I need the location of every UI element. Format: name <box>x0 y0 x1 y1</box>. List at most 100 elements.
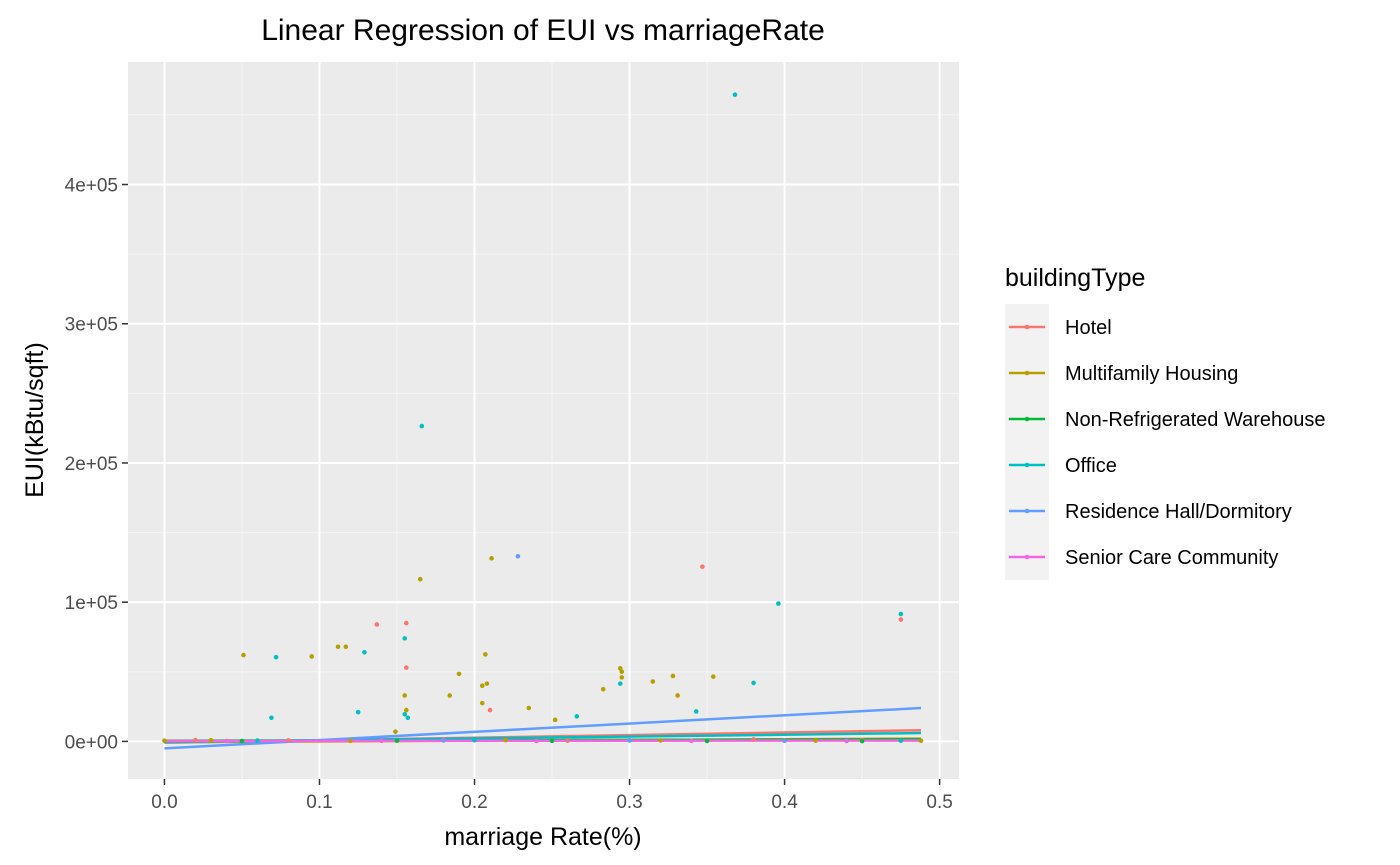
data-point <box>393 729 398 734</box>
data-point <box>162 738 167 744</box>
data-point <box>394 738 400 744</box>
data-point <box>374 622 380 627</box>
data-point <box>526 705 532 711</box>
data-point <box>619 675 625 680</box>
data-point <box>617 681 623 686</box>
data-point <box>600 686 606 692</box>
data-point <box>417 576 423 582</box>
legend: buildingType Hotel Multifamily Housing Non… <box>1005 264 1326 580</box>
y-axis-title: EUI(kBtu/sqft) <box>21 342 49 498</box>
data-point <box>239 738 245 744</box>
data-point <box>552 717 558 723</box>
x-tick-label: 0.0 <box>151 792 177 813</box>
data-point <box>487 707 493 713</box>
x-tick-label: 0.5 <box>926 792 952 813</box>
data-point <box>859 738 865 744</box>
y-tick-label: 4e+05 <box>65 176 118 197</box>
data-point <box>776 601 781 606</box>
data-point <box>362 650 367 655</box>
data-point <box>549 738 555 744</box>
data-point <box>704 738 710 744</box>
legend-item: Office <box>1009 455 1117 477</box>
data-point <box>627 737 632 743</box>
data-point <box>379 738 384 744</box>
legend-item: Non-Refrigerated Warehouse <box>1009 409 1326 431</box>
data-point <box>918 738 924 744</box>
data-point <box>619 669 625 675</box>
data-point <box>751 737 756 742</box>
legend-key-point <box>1024 416 1030 422</box>
data-point <box>675 693 680 698</box>
y-axis: 0e+00 1e+05 2e+05 3e+05 4e+05 <box>65 176 128 753</box>
data-point <box>617 666 623 671</box>
legend-key-point <box>1024 462 1030 468</box>
data-point <box>565 738 570 743</box>
data-point <box>650 679 656 684</box>
data-point <box>898 738 904 744</box>
legend-key-point <box>1024 324 1030 330</box>
data-point <box>693 709 699 714</box>
data-point <box>503 737 508 743</box>
data-point <box>402 711 408 717</box>
data-point <box>343 644 349 650</box>
data-point <box>403 620 409 626</box>
x-tick-label: 0.3 <box>616 792 642 813</box>
data-point <box>689 738 694 744</box>
data-point <box>456 671 462 677</box>
data-point <box>241 652 246 658</box>
data-point <box>403 707 409 713</box>
chart-title: Linear Regression of EUI vs marriageRate <box>261 14 825 47</box>
x-axis-title: marriage Rate(%) <box>444 823 641 851</box>
data-point <box>844 738 849 744</box>
data-point <box>732 92 738 98</box>
data-point <box>898 617 904 622</box>
x-tick-label: 0.4 <box>771 792 798 813</box>
x-tick-label: 0.1 <box>306 792 332 813</box>
legend-label: Office <box>1065 455 1117 477</box>
data-point <box>479 700 485 706</box>
data-point <box>402 636 408 641</box>
legend-title: buildingType <box>1005 264 1145 292</box>
grid-minor <box>128 62 959 779</box>
data-point <box>355 709 361 715</box>
legend-item: Senior Care Community <box>1009 547 1278 569</box>
legend-item: Hotel <box>1009 317 1112 339</box>
x-axis: 0.0 0.1 0.2 0.3 0.4 0.5 <box>151 779 953 813</box>
data-point <box>483 652 488 657</box>
data-point <box>255 738 260 743</box>
data-point <box>403 665 409 670</box>
data-point <box>658 738 663 743</box>
legend-item: Multifamily Housing <box>1009 363 1238 385</box>
data-point <box>224 738 229 744</box>
data-point <box>700 564 705 569</box>
legend-key-point <box>1024 370 1030 376</box>
data-point <box>193 737 198 743</box>
legend-label: Residence Hall/Dormitory <box>1065 501 1292 523</box>
data-point <box>419 423 425 429</box>
data-point <box>447 693 453 698</box>
data-point <box>782 738 787 744</box>
y-tick-label: 2e+05 <box>65 454 118 475</box>
data-point <box>402 693 408 698</box>
data-point <box>751 680 756 686</box>
data-point <box>405 715 411 721</box>
y-tick-label: 0e+00 <box>65 732 118 753</box>
y-tick-label: 3e+05 <box>65 315 118 336</box>
legend-key-point <box>1024 508 1030 514</box>
data-point <box>472 737 477 743</box>
data-point <box>484 681 490 686</box>
data-point <box>710 674 716 679</box>
x-tick-label: 0.2 <box>461 792 487 813</box>
data-point <box>813 738 818 743</box>
legend-key-point <box>1024 554 1030 560</box>
legend-key-background <box>1005 304 1049 580</box>
data-point <box>335 644 341 650</box>
data-points <box>162 92 924 744</box>
data-point <box>489 556 494 561</box>
grid-major <box>128 62 959 779</box>
legend-label: Senior Care Community <box>1065 547 1278 569</box>
data-point <box>348 738 353 744</box>
legend-label: Non-Refrigerated Warehouse <box>1065 409 1326 431</box>
data-point <box>479 683 485 689</box>
data-point <box>309 654 315 659</box>
